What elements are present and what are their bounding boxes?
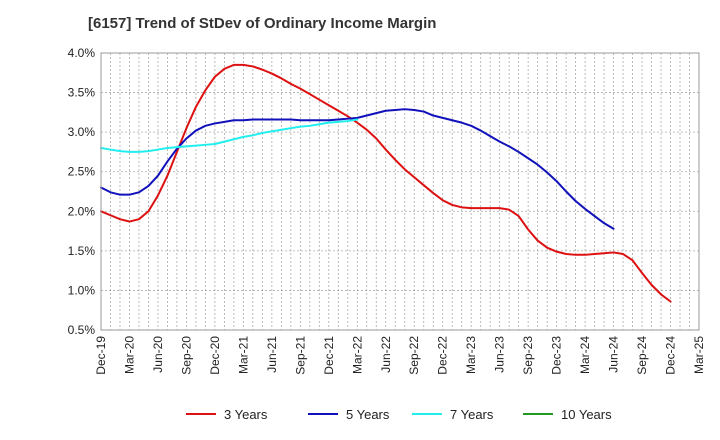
x-tick-label: Jun-20 xyxy=(151,336,165,373)
y-tick-label: 4.0% xyxy=(68,46,96,60)
x-tick-label: Dec-19 xyxy=(94,336,108,375)
x-tick-label: Sep-21 xyxy=(293,336,307,375)
plot-area xyxy=(101,53,699,330)
series-line-3-years xyxy=(100,63,672,303)
chart-title: [6157] Trend of StDev of Ordinary Income… xyxy=(88,15,436,32)
legend-item-10-years: 10 Years xyxy=(523,407,612,422)
legend: 3 Years 5 Years 7 Years 10 Years xyxy=(186,407,612,422)
legend-label: 10 Years xyxy=(561,407,612,422)
x-tick-label: Dec-20 xyxy=(208,336,222,375)
x-tick-label: Jun-24 xyxy=(607,336,621,373)
x-tick-label: Sep-23 xyxy=(521,336,535,375)
series-line-5-years xyxy=(100,108,615,230)
x-tick-label: Mar-21 xyxy=(236,336,250,374)
series-layer xyxy=(100,63,672,303)
series-line-7-years xyxy=(100,118,359,153)
legend-label: 5 Years xyxy=(346,407,390,422)
legend-item-3-years: 3 Years xyxy=(186,407,268,422)
x-tick-label: Mar-20 xyxy=(122,336,136,374)
legend-label: 7 Years xyxy=(450,407,494,422)
y-tick-label: 1.5% xyxy=(68,244,96,258)
x-axis-ticks: Dec-19 Mar-20 Jun-20 Sep-20 Dec-20 Mar-21 Jun-… xyxy=(94,336,706,375)
y-tick-label: 2.5% xyxy=(68,165,96,179)
y-tick-label: 0.5% xyxy=(68,323,96,337)
x-tick-label: Mar-22 xyxy=(350,336,364,374)
y-tick-label: 3.5% xyxy=(68,86,96,100)
x-tick-label: Mar-24 xyxy=(578,336,592,374)
x-tick-label: Dec-22 xyxy=(436,336,450,375)
x-tick-label: Sep-22 xyxy=(407,336,421,375)
x-tick-label: Mar-23 xyxy=(464,336,478,374)
x-tick-label: Dec-23 xyxy=(550,336,564,375)
x-tick-label: Dec-24 xyxy=(664,336,678,375)
x-tick-label: Mar-25 xyxy=(692,336,706,374)
legend-item-7-years: 7 Years xyxy=(412,407,494,422)
y-tick-label: 2.0% xyxy=(68,204,96,218)
y-axis-ticks: 0.5% 1.0% 1.5% 2.0% 2.5% 3.0% 3.5% 4.0% xyxy=(68,46,96,337)
legend-item-5-years: 5 Years xyxy=(308,407,390,422)
x-tick-label: Sep-20 xyxy=(179,336,193,375)
x-tick-label: Dec-21 xyxy=(322,336,336,375)
x-tick-label: Jun-23 xyxy=(493,336,507,373)
x-tick-label: Jun-22 xyxy=(379,336,393,373)
x-tick-label: Sep-24 xyxy=(635,336,649,375)
y-tick-label: 3.0% xyxy=(68,125,96,139)
legend-label: 3 Years xyxy=(224,407,268,422)
plot-frame xyxy=(100,52,700,331)
x-tick-label: Jun-21 xyxy=(265,336,279,373)
y-tick-label: 1.0% xyxy=(68,283,96,297)
